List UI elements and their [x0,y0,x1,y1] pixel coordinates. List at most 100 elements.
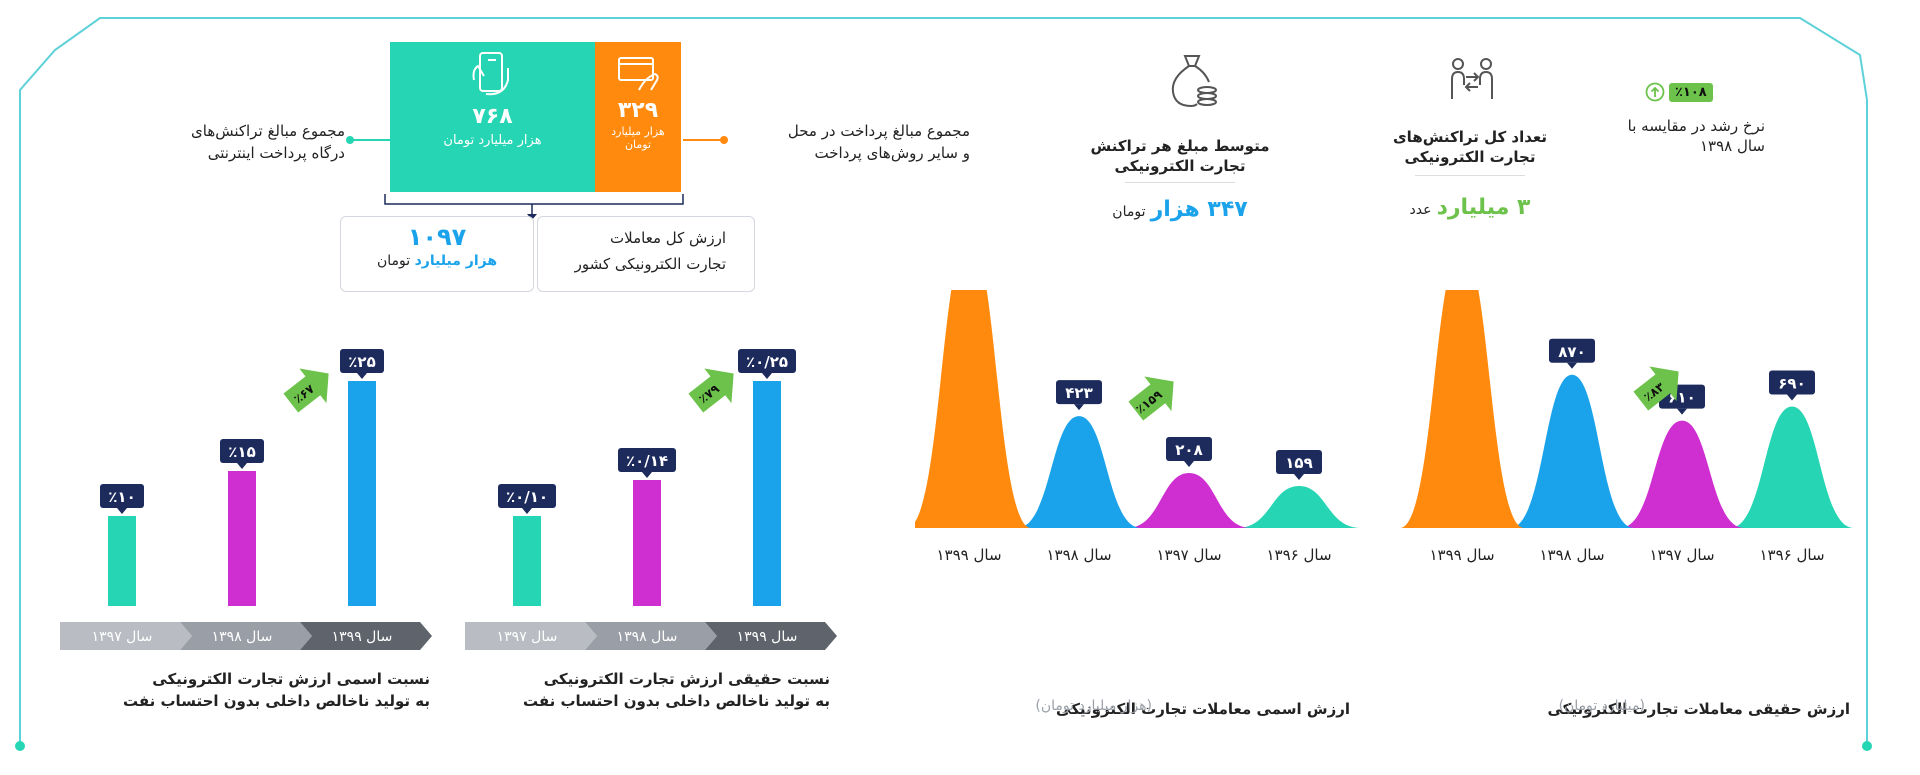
chart-real-ratio-bar-2 [753,381,781,606]
avg-transaction-title-line1: متوسط مبلغ هر تراکنش [1090,137,1270,155]
people-exchange-icon [1451,58,1493,99]
chart-nominal-ratio-axis-segment-0 [60,622,192,650]
chart-nominal-ratio-value-tag-2-text: ٪۲۵ [348,353,375,371]
chart-real-ratio-title-line2: به تولید ناخالص داخلی بدون احتساب نفت [522,692,830,710]
payment-orange-box: ۳۲۹ هزار میلیارد تومان [595,42,681,192]
chart-nominal-ratio-value-tag-0-text: ٪۱۰ [108,488,135,506]
payment-orange-unit-line1: هزار میلیارد [611,125,665,138]
chart-real-bell-2 [1510,374,1634,528]
chart-nominal-ratio-axis-segment-1 [180,622,312,650]
chart-real-bell-1 [1620,420,1744,528]
chart-nominal-bell-0 [1237,485,1361,528]
growth-block: ٪۱۰۸ نرخ رشد در مقایسه با سال ۱۳۹۸ [1585,82,1775,162]
avg-transaction-value-row: ۳۴۷ هزار تومان [1070,197,1290,222]
chart-real-year-label-3: سال ۱۳۹۹ [1429,546,1494,564]
arrow-up-circle-icon [1645,82,1665,102]
chart-real-ratio-axis-segment-2 [705,622,837,650]
chart-nominal-year-label-2: سال ۱۳۹۸ [1046,546,1111,564]
chart-nominal-ratio-value-tag-1: ٪۱۵ [220,439,264,469]
growth-badge-wrap: ٪۱۰۸ [1645,82,1713,102]
total-transactions-title-line2: تجارت الکترونیکی [1404,148,1536,166]
chart-nominal-value-tag-2: ۴۲۳ [1056,380,1102,411]
chart-real-value-tag-0: ۶۹۰ [1769,370,1815,401]
chart-real-bell-3 [1400,290,1524,528]
chart-nominal-ratio-value-tag-0: ٪۱۰ [100,484,144,514]
chart-nominal-ratio-value-tag-1-text: ٪۱۵ [228,443,255,461]
payment-orange-unit-line2: تومان [624,138,652,151]
payment-right-label-line1: مجموع مبالغ پرداخت در محل [787,122,970,140]
chart-real-ratio: ٪۰/۱۰ ٪۰/۱۴ ٪۰/۲۵ سال ۱۳۹۷ سال ۱۳۹۸ سال ۱۳۹۹ ٪… [465,349,837,650]
payment-right-label-line2: و سایر روش‌های پرداخت [814,144,970,162]
total-value-label-line2: تجارت الکترونیکی کشور [574,255,726,273]
chart-nominal-ratio-title-line2: به تولید ناخالص داخلی بدون احتساب نفت [122,692,430,710]
chart-real-ratio-year-label-0: سال ۱۳۹۷ [497,629,558,645]
chart-real-ratio-axis-segment-1 [585,622,717,650]
chart-nominal-ratio: ٪۱۰ ٪۱۵ ٪۲۵ سال ۱۳۹۷ سال ۱۳۹۸ سال ۱۳۹۹ ٪۶۷ [60,349,432,650]
growth-label-line2: سال ۱۳۹۸ [1699,137,1765,155]
payment-teal-value: ۷۶۸ [472,104,513,129]
chart-nominal-ratio-axis-segment-2 [300,622,432,650]
total-value-unit-highlight: هزار میلیارد [414,253,498,269]
chart-real-year-label-2: سال ۱۳۹۸ [1539,546,1604,564]
credit-card-icon [618,57,659,91]
chart-nominal-title: ارزش اسمی معاملات تجارت الکترونیکی [1056,700,1350,718]
payment-right-label: مجموع مبالغ پرداخت در محل و سایر روش‌های… [730,120,970,164]
total-value-label-card: ارزش کل معاملات تجارت الکترونیکی کشور [537,216,755,292]
chart-nominal-value-tag-0: ۱۵۹ [1276,449,1322,480]
payment-left-label: مجموع مبالغ تراکنش‌های درگاه پرداخت اینت… [110,120,345,164]
total-transactions-value: ۳ میلیارد [1436,195,1531,220]
payment-left-label-line2: درگاه پرداخت اینترنتی [207,144,345,162]
total-transactions-title-line1: تعداد کل تراکنش‌های [1392,128,1548,146]
chart-nominal-bell-3 [915,290,1031,528]
chart-real-ratio-year-label-2: سال ۱۳۹۹ [737,629,798,645]
chart-nominal-subtitle: (هزار میلیارد تومان) [1035,698,1152,714]
chart-nominal-ratio-caption: نسبت اسمی ارزش تجارت الکترونیکی به تولید… [40,668,430,712]
chart-real-ratio-value-tag-0-text: ٪۰/۱۰ [506,488,548,506]
chart-nominal-growth-arrow: ٪۱۵۹ [1128,376,1174,421]
chart-real-bell-0 [1730,406,1854,528]
avg-transaction-unit: تومان [1112,204,1146,220]
chart-real-ratio-value-tag-2-text: ٪۰/۲۵ [746,353,788,371]
total-value-card: ۱۰۹۷ هزار میلیارد تومان [340,216,534,292]
payment-connectors [346,136,728,220]
payment-left-label-line1: مجموع مبالغ تراکنش‌های [191,122,345,140]
chart-nominal-value-tag-1-text: ۲۰۸ [1175,441,1202,459]
chart-nominal-bell-2 [1017,416,1141,528]
avg-transaction-title: متوسط مبلغ هر تراکنش تجارت الکترونیکی [1070,136,1290,176]
total-value: ۱۰۹۷ [407,223,467,251]
avg-transaction-divider [1125,182,1235,183]
chart-nominal-year-label-1: سال ۱۳۹۷ [1156,546,1221,564]
chart-real-value-tag-0-text: ۶۹۰ [1778,374,1805,392]
avg-transaction-value: ۳۴۷ هزار [1150,197,1248,222]
chart-nominal-value-tag-2-text: ۴۲۳ [1065,384,1092,402]
chart-nominal-year-label-0: سال ۱۳۹۶ [1266,546,1331,564]
chart-real-title: ارزش حقیقی معاملات تجارت الکترونیکی [1547,700,1850,718]
chart-real-year-label-1: سال ۱۳۹۷ [1649,546,1714,564]
chart-real-ratio-caption: نسبت حقیقی ارزش تجارت الکترونیکی به تولی… [440,668,830,712]
chart-real-ratio-value-tag-1: ٪۰/۱۴ [618,448,676,478]
chart-real-ratio-bar-1 [633,480,661,606]
chart-nominal-ratio-year-label-0: سال ۱۳۹۷ [92,629,153,645]
chart-real-ratio-bar-0 [513,516,541,606]
total-transactions-value-row: ۳ میلیارد عدد [1370,195,1570,220]
mobile-payment-icon [472,52,509,96]
chart-nominal-value-tag-0-text: ۱۵۹ [1285,454,1312,472]
chart-nominal-ratio-value-tag-2: ٪۲۵ [340,349,384,379]
total-transactions-block: تعداد کل تراکنش‌های تجارت الکترونیکی ۳ م… [1370,55,1570,235]
growth-label: نرخ رشد در مقایسه با سال ۱۳۹۸ [1585,116,1765,156]
chart-real-ratio-value-tag-0: ٪۰/۱۰ [498,484,556,514]
payment-teal-box: ۷۶۸ هزار میلیارد تومان [390,42,595,192]
chart-nominal-ratio-year-label-2: سال ۱۳۹۹ [332,629,393,645]
chart-real-value-tag-2-text: ۸۷۰ [1558,343,1585,361]
chart-nominal-ratio-bar-2 [348,381,376,606]
total-value-unit-row: هزار میلیارد تومان [341,253,533,269]
total-transactions-divider [1415,175,1525,176]
chart-nominal-year-label-3: سال ۱۳۹۹ [936,546,1001,564]
chart-nominal-ratio-year-label-1: سال ۱۳۹۸ [212,629,273,645]
growth-badge: ٪۱۰۸ [1669,82,1713,102]
total-transactions-title: تعداد کل تراکنش‌های تجارت الکترونیکی [1370,127,1570,167]
growth-label-line1: نرخ رشد در مقایسه با [1627,117,1765,135]
chart-real-value-tag-2: ۸۷۰ [1549,338,1595,369]
